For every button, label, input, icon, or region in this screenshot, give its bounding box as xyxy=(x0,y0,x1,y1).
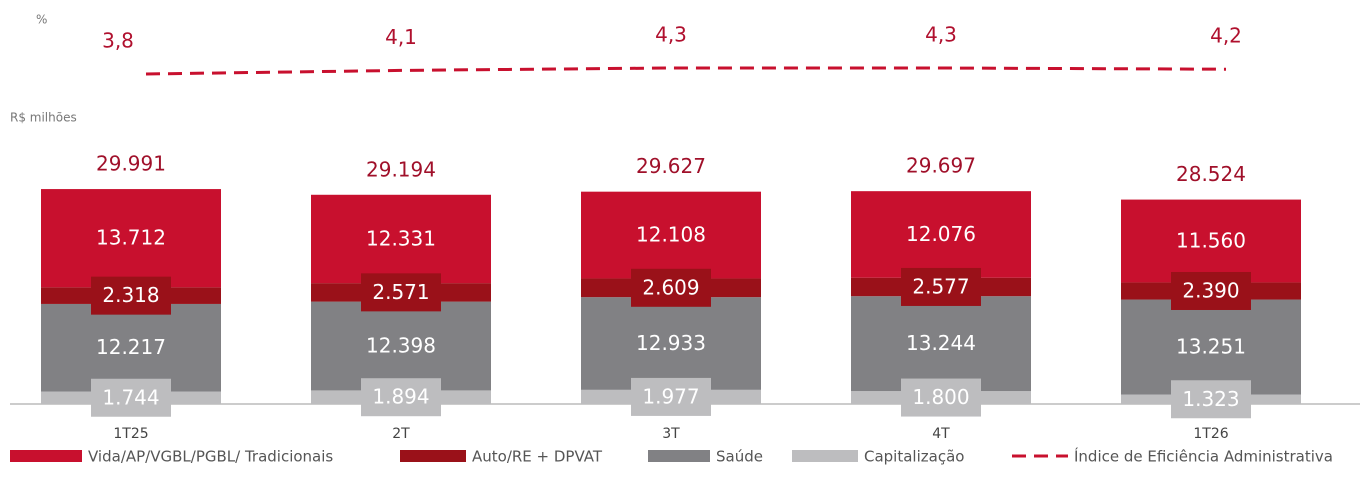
y2-unit-label: % xyxy=(36,13,47,27)
label-box xyxy=(901,378,981,417)
value-label: 13.251 xyxy=(1176,335,1246,359)
value-label: 12.331 xyxy=(366,226,436,250)
value-label: 1.323 xyxy=(1182,387,1239,411)
value-label: 12.217 xyxy=(96,335,166,359)
legend-label: Vida/AP/VGBL/PGBL/ Tradicionais xyxy=(88,448,333,466)
bar-segment xyxy=(41,303,221,392)
value-label: 2.390 xyxy=(1182,278,1239,302)
value-label: 12.398 xyxy=(366,334,436,358)
legend-label: Saúde xyxy=(716,448,763,466)
x-tick-label: 4T xyxy=(932,426,950,442)
bar-segment xyxy=(1121,299,1301,395)
bar-segment xyxy=(311,194,491,284)
line-value-label: 4,2 xyxy=(1210,24,1242,48)
bar-segment xyxy=(851,296,1031,392)
total-label: 28.524 xyxy=(1176,162,1246,186)
total-label: 29.627 xyxy=(636,154,706,178)
value-label: 13.244 xyxy=(906,331,976,355)
label-box xyxy=(361,378,441,417)
legend-swatch xyxy=(792,450,858,462)
line-value-label: 3,8 xyxy=(102,29,134,53)
line-value-label: 4,1 xyxy=(385,25,417,49)
label-box xyxy=(631,268,711,307)
value-label: 2.571 xyxy=(372,280,429,304)
value-label: 1.977 xyxy=(642,384,699,408)
label-box xyxy=(631,377,711,416)
x-tick-label: 1T26 xyxy=(1193,426,1228,442)
legend-swatch xyxy=(400,450,466,462)
legend-swatch xyxy=(648,450,710,462)
value-label: 2.609 xyxy=(642,275,699,299)
value-label: 2.318 xyxy=(102,283,159,307)
value-label: 2.577 xyxy=(912,274,969,298)
x-tick-label: 3T xyxy=(662,426,680,442)
label-box xyxy=(361,273,441,312)
bar-segment xyxy=(581,297,761,390)
value-label: 12.108 xyxy=(636,223,706,247)
value-label: 1.744 xyxy=(102,385,159,409)
legend-swatch xyxy=(10,450,82,462)
value-label: 12.933 xyxy=(636,331,706,355)
y-unit-label: R$ milhões xyxy=(10,111,77,125)
line-value-label: 4,3 xyxy=(925,23,957,47)
bar-segment xyxy=(1121,199,1301,283)
bar-segment xyxy=(311,301,491,391)
legend-label: Índice de Eficiência Administrativa xyxy=(1074,447,1333,466)
value-label: 12.076 xyxy=(906,222,976,246)
bar-segment xyxy=(41,189,221,288)
bar-segment xyxy=(851,191,1031,278)
total-label: 29.194 xyxy=(366,157,436,181)
bar-segment xyxy=(581,191,761,279)
label-box xyxy=(1171,380,1251,419)
label-box xyxy=(91,276,171,315)
legend-label: Capitalização xyxy=(864,448,964,466)
label-box xyxy=(1171,271,1251,310)
label-box xyxy=(901,267,981,306)
total-label: 29.697 xyxy=(906,154,976,178)
line-value-label: 4,3 xyxy=(655,23,687,47)
legend-label: Auto/RE + DPVAT xyxy=(472,448,603,466)
line xyxy=(145,66,1227,76)
value-label: 13.712 xyxy=(96,226,166,250)
value-label: 1.800 xyxy=(912,385,969,409)
x-tick-label: 1T25 xyxy=(113,426,148,442)
value-label: 11.560 xyxy=(1176,229,1246,253)
total-label: 29.991 xyxy=(96,152,166,176)
label-box xyxy=(91,378,171,417)
value-label: 1.894 xyxy=(372,385,429,409)
x-tick-label: 2T xyxy=(392,426,410,442)
